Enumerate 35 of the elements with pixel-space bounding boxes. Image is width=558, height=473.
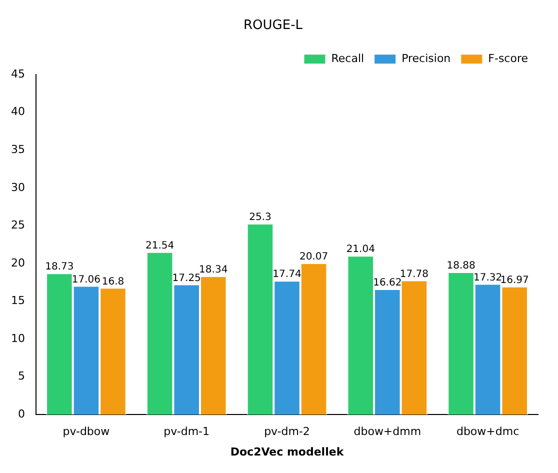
data-label: 17.74 bbox=[272, 269, 302, 280]
data-label: 18.34 bbox=[199, 264, 228, 276]
x-tick-label: pv-dm-2 bbox=[264, 425, 310, 438]
data-label: 16.8 bbox=[102, 276, 124, 288]
data-label: 18.73 bbox=[45, 262, 74, 273]
data-label: 20.07 bbox=[299, 252, 328, 263]
data-label: 17.32 bbox=[473, 272, 502, 284]
chart-title: ROUGE-L bbox=[243, 18, 304, 34]
y-tick-label: 15 bbox=[10, 294, 25, 308]
x-tick-label: pv-dm-1 bbox=[164, 425, 210, 438]
y-tick-label: 35 bbox=[10, 143, 25, 156]
data-label: 17.06 bbox=[72, 274, 101, 286]
y-tick-label: 25 bbox=[10, 218, 25, 232]
legend-label: Precision bbox=[402, 52, 451, 65]
x-axis-title: Doc2Vec modellek bbox=[230, 445, 344, 458]
x-tick-label: dbow+dmm bbox=[354, 425, 422, 438]
data-label: 17.78 bbox=[400, 268, 428, 280]
legend-label: Recall bbox=[331, 52, 364, 65]
y-tick-label: 30 bbox=[10, 180, 25, 194]
y-tick-label: 5 bbox=[18, 370, 25, 383]
y-tick-label: 45 bbox=[10, 67, 25, 80]
data-label: 16.97 bbox=[500, 274, 529, 286]
legend-label: F-score bbox=[488, 52, 528, 65]
data-label: 18.88 bbox=[446, 260, 476, 272]
y-tick-label: 20 bbox=[10, 256, 25, 270]
data-label: 25.3 bbox=[249, 212, 272, 224]
y-tick-label: 0 bbox=[18, 407, 25, 420]
data-label: 21.04 bbox=[346, 244, 375, 256]
y-tick-label: 10 bbox=[10, 332, 25, 345]
data-label: 21.54 bbox=[146, 240, 174, 252]
data-label: 16.62 bbox=[373, 278, 402, 289]
data-label: 17.25 bbox=[172, 272, 201, 284]
x-tick-label: dbow+dmc bbox=[456, 425, 520, 438]
y-tick-label: 40 bbox=[10, 105, 25, 118]
x-tick-label: pv-dbow bbox=[62, 425, 110, 438]
